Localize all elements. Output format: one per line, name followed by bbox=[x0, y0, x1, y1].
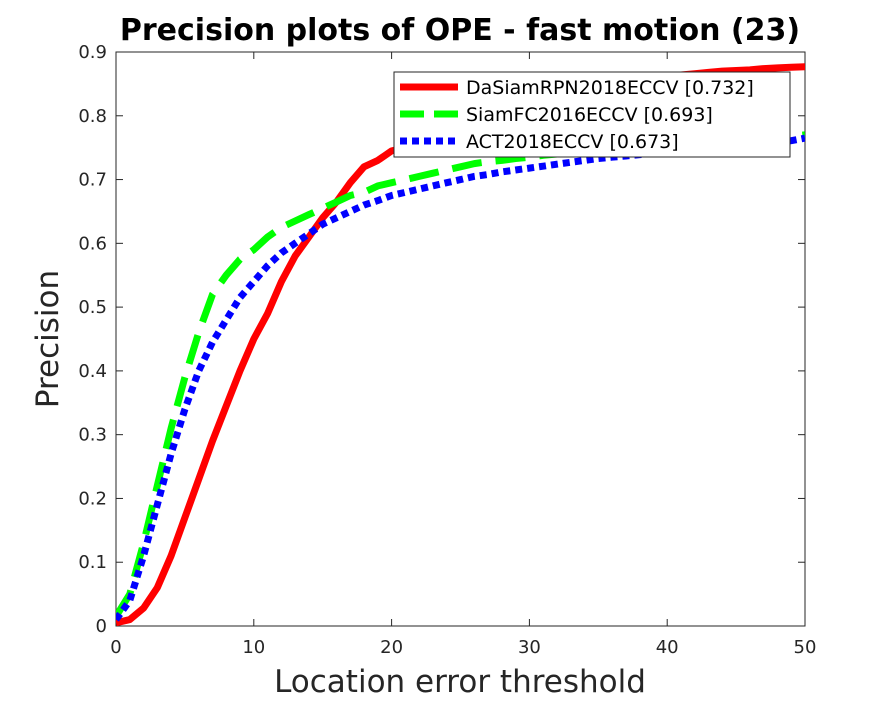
x-tick-label: 50 bbox=[794, 637, 817, 658]
legend-label-3: ACT2018ECCV [0.673] bbox=[466, 131, 679, 153]
legend-label-2: SiamFC2016ECCV [0.693] bbox=[466, 104, 713, 126]
legend-box bbox=[393, 71, 791, 158]
x-tick-label: 30 bbox=[518, 637, 541, 658]
y-tick-label: 0.3 bbox=[78, 425, 107, 446]
y-tick-label: 0.2 bbox=[78, 488, 107, 509]
y-tick-label: 0.6 bbox=[78, 233, 107, 254]
y-tick-label: 0.4 bbox=[78, 361, 107, 382]
y-tick-label: 0.5 bbox=[78, 297, 107, 318]
y-tick-label: 0.7 bbox=[78, 170, 107, 191]
legend: DaSiamRPN2018ECCV [0.732] SiamFC2016ECCV … bbox=[393, 71, 791, 158]
y-tick-label: 0.1 bbox=[78, 552, 107, 573]
x-tick-label: 10 bbox=[242, 637, 265, 658]
series-line-2 bbox=[116, 131, 805, 619]
y-tick-label: 0.9 bbox=[78, 42, 107, 63]
y-tick-label: 0.8 bbox=[78, 106, 107, 127]
legend-label-1: DaSiamRPN2018ECCV [0.732] bbox=[466, 77, 754, 99]
x-tick-label: 20 bbox=[380, 637, 403, 658]
x-axis-label: Location error threshold bbox=[274, 664, 646, 700]
axes-box bbox=[115, 51, 806, 627]
series-line-3 bbox=[116, 134, 805, 622]
y-axis-label: Precision bbox=[30, 270, 66, 408]
y-tick-label: 0 bbox=[96, 616, 107, 637]
x-tick-label: 0 bbox=[110, 637, 121, 658]
chart-title: Precision plots of OPE - fast motion (23… bbox=[120, 13, 800, 48]
x-tick-label: 40 bbox=[656, 637, 679, 658]
